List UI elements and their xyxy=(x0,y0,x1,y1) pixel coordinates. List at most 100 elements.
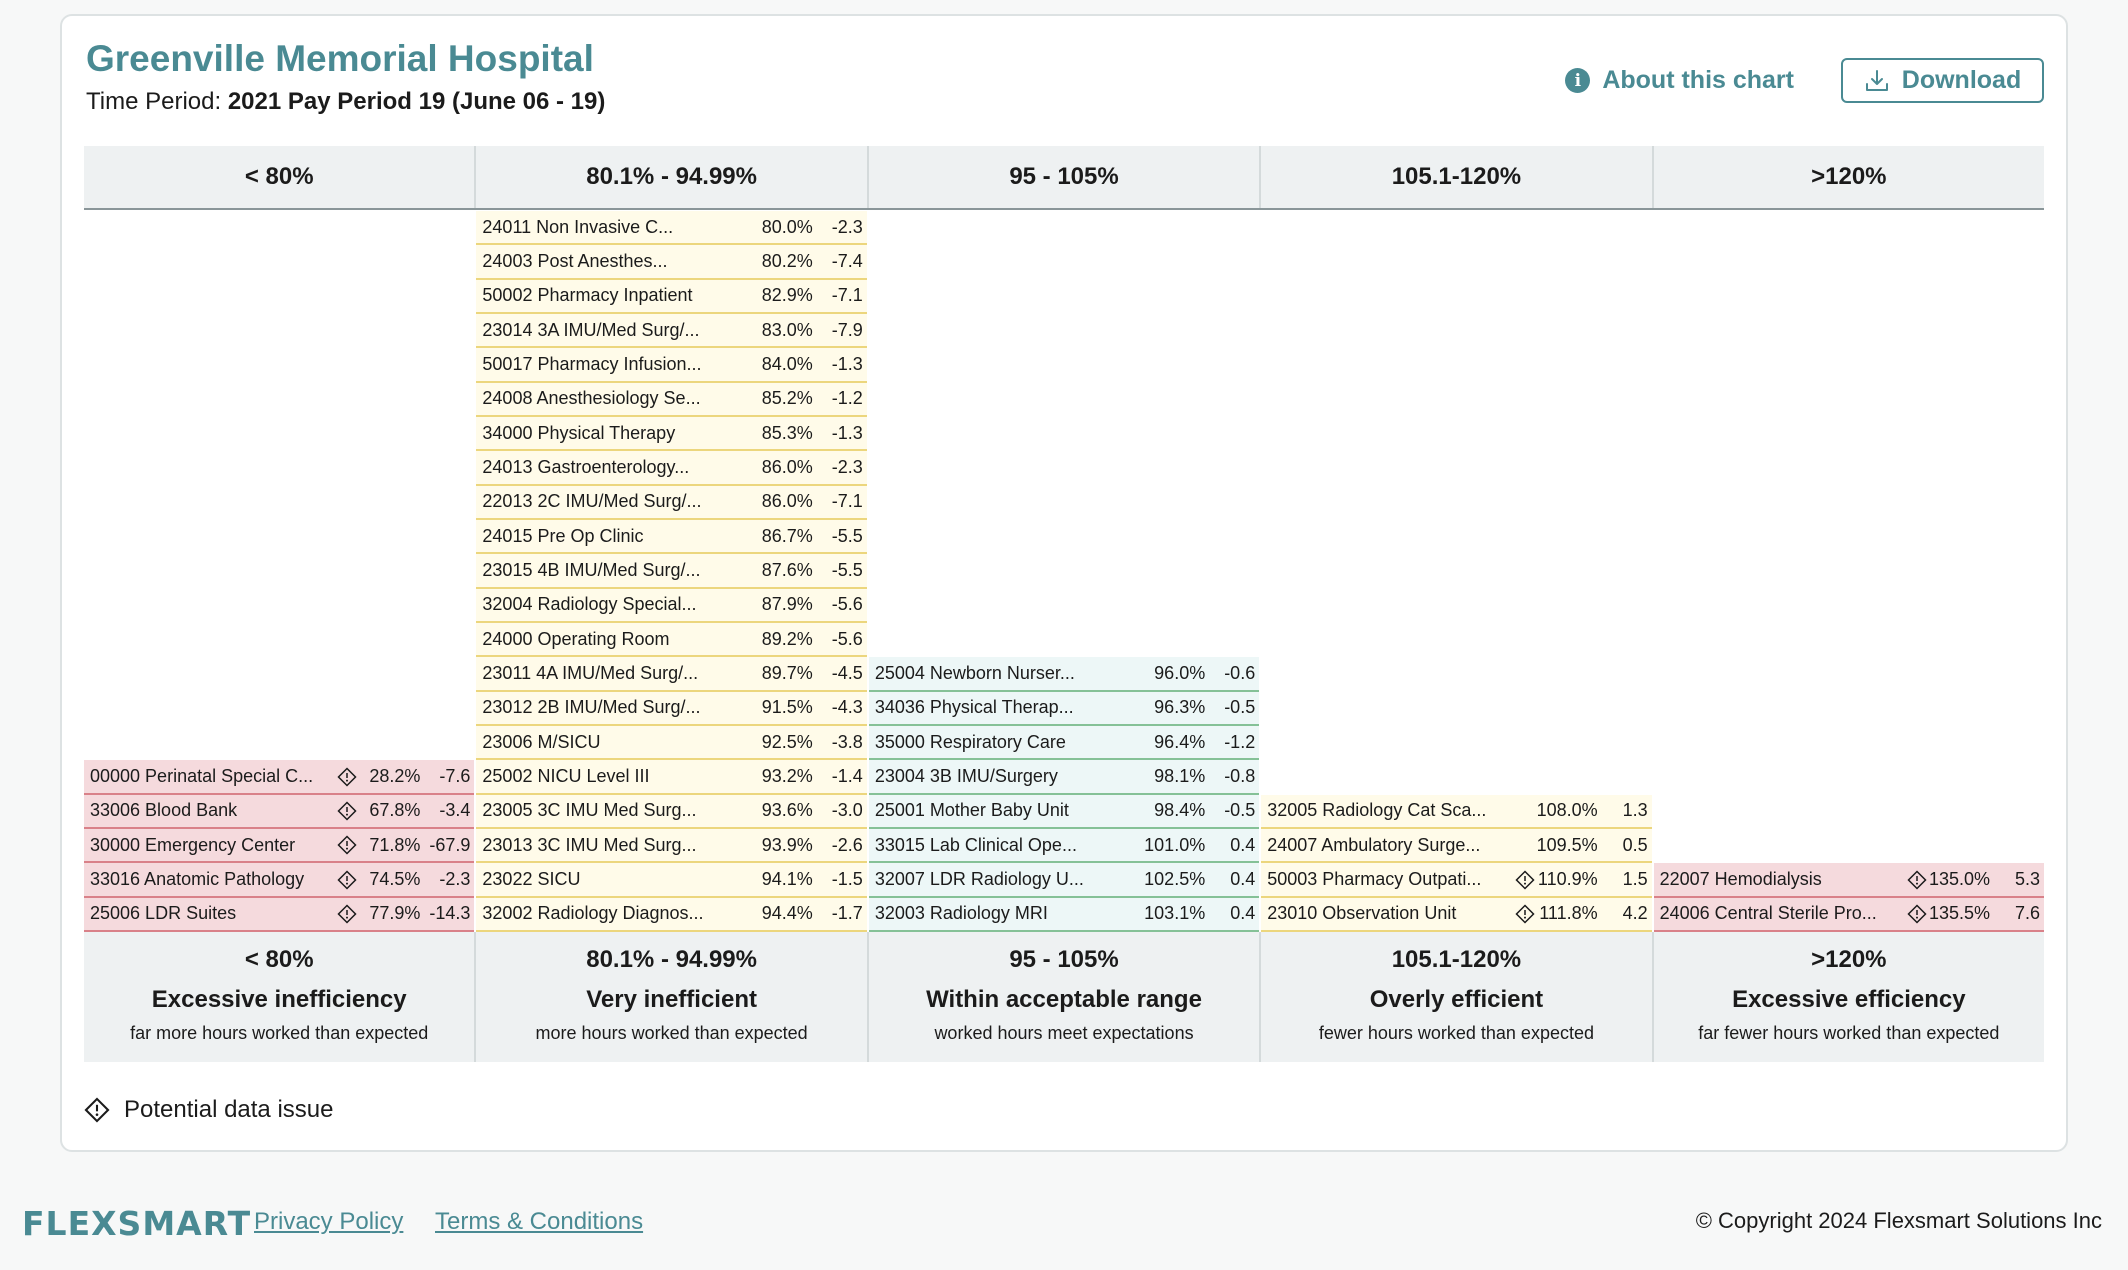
legend-cell: >120% Excessive efficiency far fewer hou… xyxy=(1651,932,2044,1062)
department-row[interactable]: 23022 SICU 94.1% -1.5 xyxy=(476,863,867,898)
efficiency-grid: < 80% 80.1% - 94.99% 95 - 105% 105.1-120… xyxy=(84,146,2045,1062)
download-button[interactable]: Download xyxy=(1841,58,2044,103)
department-name: 32002 Radiology Diagnos... xyxy=(482,903,704,924)
legend-range: >120% xyxy=(1811,946,1887,973)
department-row[interactable]: 24006 Central Sterile Pro... 135.5% 7.6 xyxy=(1653,897,2045,932)
department-row[interactable]: 24015 Pre Op Clinic 86.7% -5.5 xyxy=(476,520,867,555)
efficiency-percent: 98.4% xyxy=(1154,800,1206,821)
variance-value: 4.2 xyxy=(1622,903,1648,924)
data-issue-label: Potential data issue xyxy=(124,1096,334,1123)
department-row[interactable]: 50017 Pharmacy Infusion... 84.0% -1.3 xyxy=(476,348,867,383)
department-row[interactable]: 23010 Observation Unit 111.8% 4.2 xyxy=(1261,897,1652,932)
department-name: 25002 NICU Level III xyxy=(482,766,650,787)
range-column: 24011 Non Invasive C... 80.0% -2.3 24003 Po… xyxy=(474,210,867,932)
efficiency-percent: 85.2% xyxy=(761,388,813,409)
variance-value: 7.6 xyxy=(2015,903,2041,924)
department-row[interactable]: 32005 Radiology Cat Sca... 108.0% 1.3 xyxy=(1261,794,1652,830)
privacy-policy-link[interactable]: Privacy Policy xyxy=(254,1208,404,1235)
department-row[interactable]: 50002 Pharmacy Inpatient 82.9% -7.1 xyxy=(476,279,867,315)
download-label: Download xyxy=(1901,66,2022,94)
department-row[interactable]: 23011 4A IMU/Med Surg/... 89.7% -4.5 xyxy=(476,657,867,692)
efficiency-percent: 96.0% xyxy=(1154,663,1206,684)
legend-name: Overly efficient xyxy=(1369,986,1544,1013)
legend-range: 105.1-120% xyxy=(1391,946,1522,973)
department-name: 22007 Hemodialysis xyxy=(1659,869,1822,889)
department-row[interactable]: 23012 2B IMU/Med Surg/... 91.5% -4.3 xyxy=(476,691,867,727)
diamond-warning-icon xyxy=(336,801,358,821)
department-name: 50003 Pharmacy Outpati... xyxy=(1267,869,1482,889)
flexsmart-logo[interactable]: FLEXSMART xyxy=(22,1204,251,1243)
page-footer: FLEXSMART Privacy Policy Terms & Conditi… xyxy=(0,1196,2128,1246)
legend-name: Very inefficient xyxy=(586,986,757,1013)
department-row[interactable]: 32003 Radiology MRI 103.1% 0.4 xyxy=(868,897,1260,932)
department-row[interactable]: 32002 Radiology Diagnos... 94.4% -1.7 xyxy=(476,897,867,932)
department-name: 33016 Anatomic Pathology xyxy=(90,869,305,889)
efficiency-percent: 28.2% xyxy=(369,766,421,787)
efficiency-percent: 87.9% xyxy=(761,594,813,615)
department-row[interactable]: 23005 3C IMU Med Surg... 93.6% -3.0 xyxy=(476,794,867,830)
department-row[interactable]: 25002 NICU Level III 93.2% -1.4 xyxy=(476,760,867,795)
efficiency-percent: 92.5% xyxy=(761,731,813,752)
terms-conditions-link[interactable]: Terms & Conditions xyxy=(435,1208,644,1235)
efficiency-percent: 98.1% xyxy=(1154,766,1206,787)
diamond-warning-icon xyxy=(1906,869,1928,890)
variance-value: -7.9 xyxy=(831,319,863,340)
department-name: 33015 Lab Clinical Ope... xyxy=(874,834,1077,855)
department-row[interactable]: 23014 3A IMU/Med Surg/... 83.0% -7.9 xyxy=(476,314,867,349)
variance-value: -7.1 xyxy=(831,491,863,512)
department-name: 22013 2C IMU/Med Surg/... xyxy=(482,491,702,512)
legend-cell: 95 - 105% Within acceptable range worked… xyxy=(866,932,1259,1062)
department-row[interactable]: 24008 Anesthesiology Se... 85.2% -1.2 xyxy=(476,382,867,418)
department-row[interactable]: 24007 Ambulatory Surge... 109.5% 0.5 xyxy=(1261,829,1652,864)
efficiency-percent: 80.2% xyxy=(761,251,813,272)
department-row[interactable]: 34036 Physical Therap... 96.3% -0.5 xyxy=(868,691,1260,727)
department-row[interactable]: 23015 4B IMU/Med Surg/... 87.6% -5.5 xyxy=(476,554,867,589)
department-row[interactable]: 22013 2C IMU/Med Surg/... 86.0% -7.1 xyxy=(476,485,867,521)
department-row[interactable]: 25006 LDR Suites 77.9% -14.3 xyxy=(84,897,475,932)
department-row[interactable]: 34000 Physical Therapy 85.3% -1.3 xyxy=(476,417,867,452)
department-name: 24003 Post Anesthes... xyxy=(482,251,668,272)
department-row[interactable]: 33016 Anatomic Pathology 74.5% -2.3 xyxy=(84,863,475,898)
department-row[interactable]: 22007 Hemodialysis 135.0% 5.3 xyxy=(1653,863,2045,898)
department-row[interactable]: 23006 M/SICU 92.5% -3.8 xyxy=(476,726,867,761)
department-row[interactable]: 25004 Newborn Nurser... 96.0% -0.6 xyxy=(868,657,1260,692)
variance-value: -1.4 xyxy=(831,766,863,787)
department-name: 24000 Operating Room xyxy=(482,628,670,649)
efficiency-percent: 135.5% xyxy=(1928,903,1991,924)
department-row[interactable]: 24000 Operating Room 89.2% -5.6 xyxy=(476,623,867,658)
download-icon xyxy=(1865,69,1888,91)
range-header-row: < 80% 80.1% - 94.99% 95 - 105% 105.1-120… xyxy=(84,146,2044,210)
legend-cell: 105.1-120% Overly efficient fewer hours … xyxy=(1259,932,1651,1062)
department-row[interactable]: 50003 Pharmacy Outpati... 110.9% 1.5 xyxy=(1261,863,1652,898)
department-row[interactable]: 35000 Respiratory Care 96.4% -1.2 xyxy=(868,726,1260,761)
range-column: 00000 Perinatal Special C... 28.2% -7.6 330… xyxy=(84,210,475,932)
department-row[interactable]: 24013 Gastroenterology... 86.0% -2.3 xyxy=(476,451,867,486)
department-row[interactable]: 24003 Post Anesthes... 80.2% -7.4 xyxy=(476,245,867,280)
legend-name: Excessive efficiency xyxy=(1732,986,1966,1013)
department-row[interactable]: 32007 LDR Radiology U... 102.5% 0.4 xyxy=(868,863,1260,898)
department-name: 24007 Ambulatory Surge... xyxy=(1267,834,1481,855)
department-row[interactable]: 33015 Lab Clinical Ope... 101.0% 0.4 xyxy=(868,829,1260,864)
about-chart-link[interactable]: i About this chart xyxy=(1565,66,1794,95)
department-row[interactable]: 00000 Perinatal Special C... 28.2% -7.6 xyxy=(84,760,475,795)
efficiency-percent: 109.5% xyxy=(1536,834,1598,855)
department-name: 50017 Pharmacy Infusion... xyxy=(482,354,702,375)
department-name: 32005 Radiology Cat Sca... xyxy=(1267,800,1487,821)
department-row[interactable]: 23013 3C IMU Med Surg... 93.9% -2.6 xyxy=(476,829,867,864)
efficiency-percent: 93.9% xyxy=(761,834,813,855)
legend-desc: fewer hours worked than expected xyxy=(1318,1023,1594,1043)
time-period-label: Time Period: xyxy=(86,88,222,115)
department-name: 23015 4B IMU/Med Surg/... xyxy=(482,560,701,581)
variance-value: -0.6 xyxy=(1224,663,1256,684)
department-name: 23012 2B IMU/Med Surg/... xyxy=(482,697,701,718)
department-row[interactable]: 33006 Blood Bank 67.8% -3.4 xyxy=(84,794,475,830)
department-row[interactable]: 23004 3B IMU/Surgery 98.1% -0.8 xyxy=(868,760,1260,795)
department-row[interactable]: 30000 Emergency Center 71.8% -67.9 xyxy=(84,829,475,864)
variance-value: 0.4 xyxy=(1230,869,1256,889)
efficiency-percent: 108.0% xyxy=(1536,800,1598,821)
variance-value: 5.3 xyxy=(2015,869,2041,889)
department-row[interactable]: 32004 Radiology Special... 87.9% -5.6 xyxy=(476,588,867,624)
department-row[interactable]: 25001 Mother Baby Unit 98.4% -0.5 xyxy=(868,794,1260,830)
variance-value: -14.3 xyxy=(429,903,471,924)
department-row[interactable]: 24011 Non Invasive C... 80.0% -2.3 xyxy=(476,211,867,246)
